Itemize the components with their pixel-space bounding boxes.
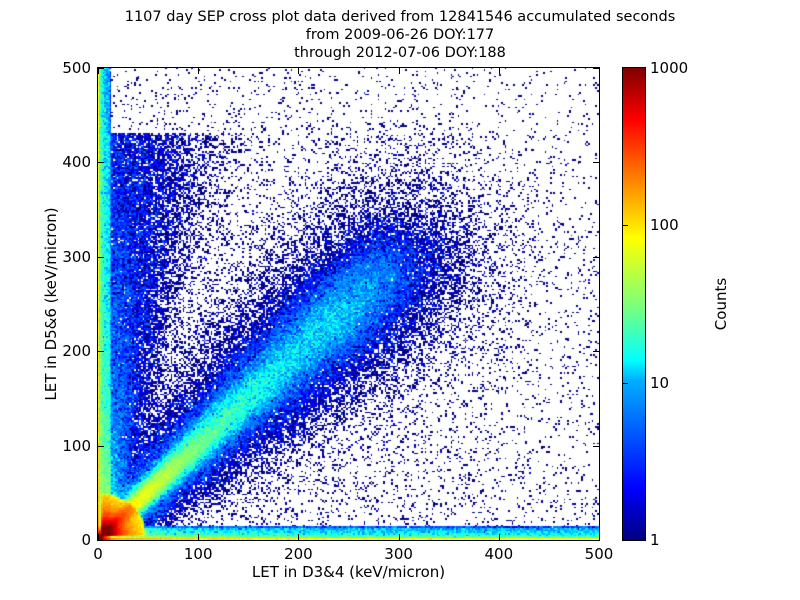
y-tick-right: [593, 256, 599, 258]
x-tick: [599, 534, 600, 540]
y-tick-right: [593, 540, 599, 541]
x-tick: [198, 534, 200, 540]
x-tick-label: 0: [93, 545, 103, 563]
density-heatmap: [98, 68, 599, 540]
x-tick: [98, 534, 99, 540]
x-tick: [398, 534, 400, 540]
x-tick-top: [599, 68, 600, 74]
colorbar-tick: [622, 225, 628, 227]
x-tick: [498, 534, 500, 540]
x-tick-top: [398, 68, 400, 74]
y-tick: [98, 540, 104, 541]
y-tick-right: [593, 162, 599, 164]
colorbar: [622, 67, 646, 541]
plot-area: [97, 67, 600, 541]
x-tick-label: 300: [384, 545, 413, 563]
title-line-1: 1107 day SEP cross plot data derived fro…: [124, 9, 676, 25]
y-tick-right: [593, 68, 599, 69]
colorbar-tick-label: 100: [650, 216, 679, 235]
colorbar-tick-label: 1: [650, 531, 660, 549]
colorbar-title: Counts: [712, 277, 730, 331]
y-tick-right: [593, 351, 599, 353]
x-tick-label: 200: [284, 545, 313, 563]
x-tick-label: 500: [584, 545, 614, 563]
y-tick: [98, 68, 104, 69]
colorbar-gradient: [623, 68, 645, 540]
y-tick-label: 0: [81, 531, 91, 549]
figure-title: 1107 day SEP cross plot data derived fro…: [0, 8, 800, 62]
colorbar-tick-label: 1000: [650, 59, 689, 77]
x-tick-top: [298, 68, 300, 74]
x-tick-top: [198, 68, 200, 74]
y-tick: [98, 256, 104, 258]
y-tick: [98, 351, 104, 353]
title-line-3: through 2012-07-06 DOY:188: [294, 45, 506, 61]
y-tick-label: 500: [62, 59, 91, 77]
y-tick: [98, 162, 104, 164]
x-tick-top: [498, 68, 500, 74]
y-tick-label: 100: [62, 436, 91, 455]
y-tick-label: 200: [62, 342, 91, 361]
x-tick-top: [98, 68, 99, 74]
y-tick-right: [593, 445, 599, 447]
y-tick-label: 400: [62, 153, 91, 172]
x-tick: [298, 534, 300, 540]
y-axis-title: LET in D5&6 (keV/micron): [42, 207, 60, 401]
title-line-2: from 2009-06-26 DOY:177: [305, 27, 495, 43]
colorbar-tick: [622, 382, 628, 384]
x-tick-label: 100: [183, 545, 213, 563]
colorbar-tick-label: 10: [650, 373, 670, 392]
y-tick: [98, 445, 104, 447]
x-axis-title: LET in D3&4 (keV/micron): [251, 563, 446, 581]
y-tick-label: 300: [62, 247, 91, 266]
x-tick-label: 400: [484, 545, 514, 563]
